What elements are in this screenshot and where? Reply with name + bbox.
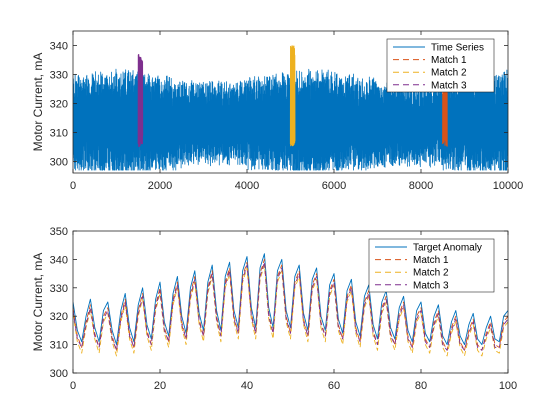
y-tick-label: 310 <box>50 127 68 139</box>
legend-entry: Match 2 <box>431 68 467 79</box>
x-tick-label: 0 <box>70 380 76 392</box>
x-tick-label: 4000 <box>235 180 259 192</box>
legend-entry: Match 3 <box>431 80 467 91</box>
legend-box <box>386 38 495 93</box>
y-tick-label: 330 <box>50 283 68 295</box>
y-tick-label: 340 <box>50 254 68 266</box>
series-line-match-3 <box>73 261 508 351</box>
legend-box <box>368 238 495 293</box>
x-tick-label: 6000 <box>322 180 346 192</box>
x-tick-label: 80 <box>415 380 427 392</box>
y-axis-label: Motor Current, mA <box>31 53 45 152</box>
legend-entry: Match 2 <box>413 268 449 279</box>
x-tick-label: 8000 <box>409 180 433 192</box>
y-tick-label: 300 <box>50 368 68 380</box>
axes-frame <box>72 30 509 174</box>
bottom-axes: 0 20 40 60 80 100 300 310 320 330 340 350 Motor Curr… <box>31 226 517 392</box>
y-axis-label: Motor Current, mA <box>31 253 45 352</box>
y-tick-label: 350 <box>50 226 68 238</box>
y-tick-label: 340 <box>50 40 68 52</box>
y-tick-label: 320 <box>50 98 68 110</box>
y-tick-label: 300 <box>50 156 68 168</box>
legend-entry: Time Series <box>431 43 484 54</box>
x-tick-label: 100 <box>499 380 517 392</box>
series-line-match-2 <box>73 264 508 357</box>
y-tick-label: 310 <box>50 340 68 352</box>
y-tick-label: 320 <box>50 311 68 323</box>
top-axes: 0 2000 4000 6000 8000 10000 300 310 320 330 340 Mot… <box>31 30 524 192</box>
legend-entry: Match 1 <box>413 255 449 266</box>
series-line-match-2 <box>289 45 296 147</box>
axes-frame <box>72 230 509 374</box>
x-tick-label: 2000 <box>148 180 172 192</box>
series-line-match-3 <box>137 54 144 148</box>
x-tick-label: 60 <box>328 380 340 392</box>
legend-entry: Target Anomaly <box>413 243 482 254</box>
legend-entry: Match 3 <box>413 280 449 291</box>
series-group <box>73 253 508 357</box>
x-tick-label: 20 <box>154 380 166 392</box>
series-line-target-anomaly <box>73 253 508 346</box>
x-tick-label: 40 <box>241 380 253 392</box>
legend-entry: Match 1 <box>431 55 467 66</box>
y-tick-label: 330 <box>50 69 68 81</box>
x-tick-label: 10000 <box>493 180 524 192</box>
x-tick-label: 0 <box>70 180 76 192</box>
